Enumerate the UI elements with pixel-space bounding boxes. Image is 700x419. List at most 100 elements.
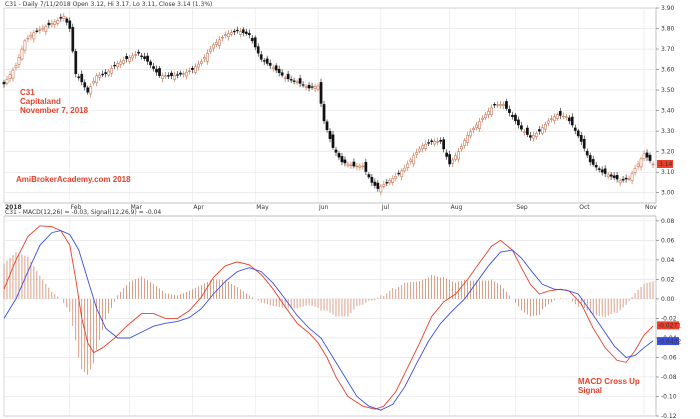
candle-up <box>92 80 96 84</box>
candle-up <box>502 104 505 106</box>
candle-up <box>532 135 535 139</box>
price-header: C31 - Daily 7/11/2018 Open 3.12, Hi 3.17… <box>5 1 212 8</box>
candle-down <box>367 174 371 178</box>
candle-up <box>490 107 493 115</box>
candle-down <box>612 175 616 178</box>
candle-up <box>122 60 125 64</box>
annotation-name: Capitaland <box>20 97 61 106</box>
candle-down <box>83 82 87 88</box>
candle-up <box>50 23 54 26</box>
price-y-tick-label: 3.70 <box>661 46 675 53</box>
candle-down <box>448 154 451 165</box>
candle-down <box>286 73 290 80</box>
x-tick-label: 2018 <box>5 204 22 211</box>
candle-up <box>481 117 484 120</box>
candle-down <box>47 22 51 26</box>
candle-up <box>651 163 655 166</box>
candle-up <box>418 148 422 152</box>
candle-down <box>585 150 589 156</box>
candle-down <box>250 37 254 42</box>
candle-up <box>633 168 637 173</box>
candle-down <box>277 68 281 73</box>
price-panel-frame <box>3 7 657 204</box>
candles-group <box>2 12 655 196</box>
candle-down <box>364 161 368 172</box>
candle-up <box>29 35 33 38</box>
price-y-tick-label: 3.00 <box>661 190 675 197</box>
candle-down <box>609 174 613 177</box>
candle-down <box>146 55 149 62</box>
candle-down <box>256 46 260 54</box>
candle-up <box>549 118 553 120</box>
candle-up <box>346 163 350 166</box>
candle-down <box>307 84 311 89</box>
candle-up <box>606 174 610 178</box>
candle-up <box>32 32 36 40</box>
candle-up <box>217 39 221 46</box>
candle-down <box>621 179 625 181</box>
last-price-label: 3.14 <box>659 161 673 168</box>
candle-down <box>241 29 245 33</box>
candle-down <box>576 130 580 137</box>
candle-up <box>630 173 634 181</box>
price-y-tick-label: 3.60 <box>661 67 675 74</box>
candle-down <box>493 104 496 106</box>
candle-down <box>322 104 326 122</box>
candle-down <box>526 127 529 135</box>
candle-down <box>600 169 604 173</box>
candle-down <box>645 152 649 158</box>
candle-up <box>214 42 218 45</box>
candle-down <box>125 56 128 60</box>
signal-last-label: -0.0432 <box>658 338 681 345</box>
candle-up <box>223 34 227 36</box>
price-y-tick-label: 3.80 <box>661 26 675 33</box>
macd-header: C31 - MACD(12,26) = -0.03, Signal(12,26,… <box>5 209 161 216</box>
candle-down <box>558 111 562 116</box>
candle-up <box>415 152 419 155</box>
candle-up <box>454 155 457 160</box>
candle-up <box>304 86 308 88</box>
candle-up <box>17 57 21 65</box>
candle-down <box>71 27 75 52</box>
candle-up <box>107 70 111 76</box>
candle-down <box>588 155 592 163</box>
candle-up <box>128 57 131 62</box>
candle-down <box>579 135 583 142</box>
candle-down <box>253 37 257 48</box>
candle-up <box>98 74 102 78</box>
candle-up <box>62 15 66 19</box>
macd-y-tick-label: 0.02 <box>661 276 675 283</box>
candle-up <box>185 72 188 77</box>
candle-down <box>615 175 619 180</box>
candle-up <box>212 44 215 49</box>
candle-up <box>552 116 556 121</box>
candle-down <box>152 66 155 69</box>
candle-up <box>469 131 472 137</box>
candle-up <box>20 48 24 60</box>
candle-up <box>173 74 176 80</box>
candle-up <box>388 180 392 184</box>
candle-down <box>582 138 586 149</box>
candle-down <box>573 127 577 131</box>
candle-down <box>265 58 269 64</box>
candle-down <box>520 125 523 130</box>
x-tick-label: May <box>256 204 269 211</box>
candle-up <box>110 68 114 74</box>
candle-up <box>361 165 365 168</box>
x-tick-label: Aug <box>451 204 463 211</box>
candle-down <box>301 84 305 86</box>
candle-down <box>179 72 182 75</box>
candle-up <box>271 67 275 69</box>
candle-down <box>137 51 140 54</box>
macd-last-label: -0.0271 <box>658 323 681 330</box>
annotation-ticker: C31 <box>20 88 35 97</box>
candle-up <box>424 143 428 149</box>
candle-up <box>220 37 224 39</box>
candle-down <box>2 82 6 85</box>
x-tick-label: Sep <box>516 204 528 211</box>
candle-down <box>570 116 574 126</box>
candle-up <box>540 127 544 134</box>
candle-up <box>238 31 242 35</box>
candle-down <box>298 78 302 84</box>
